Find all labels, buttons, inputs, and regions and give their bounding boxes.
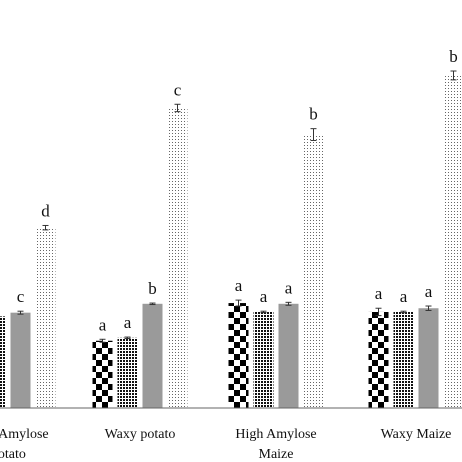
significance-letter: c	[17, 287, 25, 306]
bar	[0, 316, 6, 408]
bar	[228, 303, 249, 408]
bar	[10, 312, 31, 408]
category-label: Maize	[259, 447, 294, 462]
bar	[368, 311, 389, 408]
bar	[393, 311, 414, 408]
significance-letter: a	[124, 313, 132, 332]
significance-letter: a	[235, 276, 243, 295]
error-bar	[400, 310, 407, 314]
category-label: Potato	[0, 447, 26, 462]
significance-letter: d	[41, 201, 50, 220]
significance-letter: a	[260, 287, 268, 306]
bar	[418, 308, 439, 408]
error-bar	[310, 128, 317, 141]
bar	[35, 227, 56, 408]
error-bar	[99, 338, 106, 343]
bar	[253, 311, 274, 408]
error-bar	[260, 310, 267, 314]
category-label: Waxy potato	[105, 427, 176, 442]
bar	[278, 303, 299, 408]
significance-letter: a	[99, 315, 107, 334]
significance-letter: c	[174, 80, 182, 99]
error-bar	[450, 70, 457, 81]
category-label: High Amylose	[235, 427, 316, 442]
error-bar	[235, 299, 242, 307]
significance-letter: a	[400, 287, 408, 306]
significance-letter: b	[309, 105, 318, 124]
bar	[117, 337, 138, 408]
bar	[167, 107, 188, 408]
error-bar	[149, 302, 156, 306]
error-bar	[124, 336, 131, 340]
significance-letter: a	[375, 284, 383, 303]
error-bar	[375, 307, 382, 317]
category-label: High Amylose	[0, 427, 49, 442]
bar	[443, 75, 462, 408]
bar	[92, 340, 113, 408]
error-bar	[285, 301, 292, 306]
error-bar	[425, 305, 432, 311]
significance-letter: a	[285, 278, 293, 297]
category-label: Waxy Maize	[381, 427, 452, 442]
bar	[142, 303, 163, 408]
error-bar	[42, 224, 49, 231]
error-bar	[174, 103, 181, 113]
bar	[303, 134, 324, 408]
significance-letter: b	[449, 47, 458, 66]
error-bar	[17, 310, 24, 315]
significance-letter: a	[425, 282, 433, 301]
significance-letter: b	[148, 279, 157, 298]
